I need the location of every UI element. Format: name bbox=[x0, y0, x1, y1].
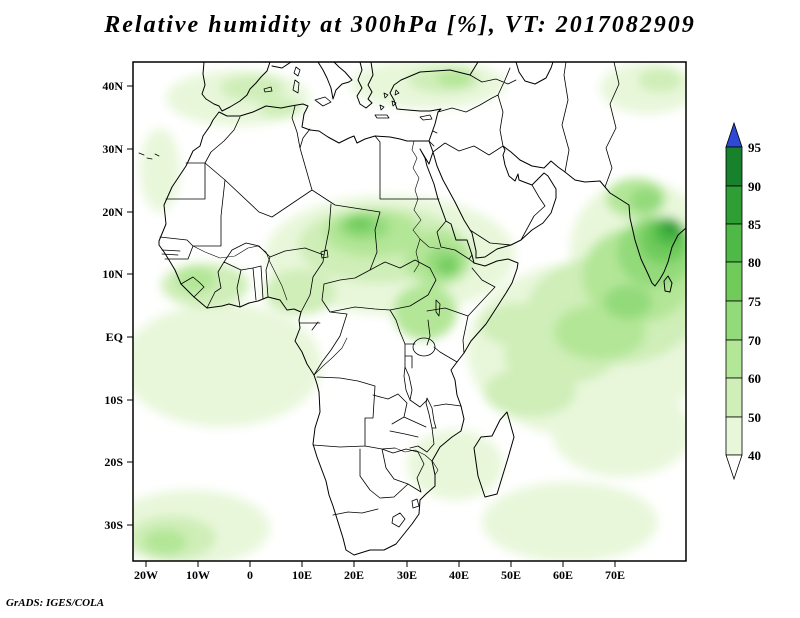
colorbar-under-arrow bbox=[725, 454, 743, 481]
colorbar bbox=[725, 121, 743, 481]
colorbar-label: 80 bbox=[748, 255, 761, 270]
humidity-shading bbox=[133, 62, 686, 561]
y-tick-label: 10S bbox=[104, 393, 123, 407]
borders-north-africa bbox=[165, 105, 440, 271]
x-axis-labels: 20W 10W 0 10E 20E 30E 40E 50E 60E 70E bbox=[134, 568, 625, 582]
borders-middle-east-asia bbox=[428, 62, 620, 246]
borders-west-africa bbox=[159, 179, 325, 313]
x-tick-label: 40E bbox=[449, 568, 469, 582]
colorbar-label: 95 bbox=[748, 140, 762, 155]
y-tick-label: 40N bbox=[102, 79, 123, 93]
y-tick-label: EQ bbox=[106, 330, 123, 344]
x-tick-label: 10W bbox=[186, 568, 210, 582]
y-tick-label: 10N bbox=[102, 267, 123, 281]
axis-ticks bbox=[127, 85, 616, 567]
colorbar-segment bbox=[725, 185, 743, 225]
colorbar-segment bbox=[725, 223, 743, 263]
x-tick-label: 30E bbox=[397, 568, 417, 582]
x-tick-label: 60E bbox=[553, 568, 573, 582]
x-tick-label: 10E bbox=[292, 568, 312, 582]
y-tick-label: 20N bbox=[102, 205, 123, 219]
x-tick-label: 70E bbox=[605, 568, 625, 582]
colorbar-label: 90 bbox=[748, 179, 761, 194]
madagascar-coastline bbox=[473, 411, 515, 498]
colorbar-label: 50 bbox=[748, 410, 761, 425]
colorbar-segment bbox=[725, 300, 743, 341]
colorbar-label: 60 bbox=[748, 371, 761, 386]
asia-coastlines bbox=[432, 62, 686, 293]
islands bbox=[138, 66, 433, 160]
map-linework bbox=[138, 62, 686, 556]
colorbar-over-arrow bbox=[725, 121, 743, 148]
chart-title: Relative humidity at 300hPa [%], VT: 201… bbox=[104, 12, 696, 38]
colorbar-segment bbox=[725, 261, 743, 302]
colorbar-label: 85 bbox=[748, 217, 762, 232]
borders-central-east-africa bbox=[299, 220, 496, 408]
grads-credit: GrADS: IGES/COLA bbox=[6, 597, 105, 609]
colorbar-label: 70 bbox=[748, 333, 761, 348]
y-tick-label: 30N bbox=[102, 142, 123, 156]
borders-southern-africa bbox=[312, 376, 435, 528]
colorbar-label: 40 bbox=[748, 448, 761, 463]
y-tick-label: 30S bbox=[104, 518, 123, 532]
mediterranean-europe-coastlines bbox=[201, 62, 479, 142]
x-tick-label: 0 bbox=[247, 568, 253, 582]
colorbar-segment bbox=[725, 146, 743, 187]
x-tick-label: 20W bbox=[134, 568, 158, 582]
x-tick-label: 50E bbox=[501, 568, 521, 582]
y-axis-labels: 40N 30N 20N 10N EQ 10S 20S 30S bbox=[102, 79, 123, 532]
colorbar-label: 75 bbox=[748, 294, 762, 309]
x-tick-label: 20E bbox=[344, 568, 364, 582]
colorbar-labels: 95 90 85 80 75 70 60 50 40 bbox=[748, 140, 762, 463]
colorbar-segment bbox=[725, 339, 743, 379]
y-tick-label: 20S bbox=[104, 455, 123, 469]
colorbar-segment bbox=[725, 377, 743, 418]
colorbar-segment bbox=[725, 416, 743, 456]
map-frame bbox=[132, 61, 687, 562]
